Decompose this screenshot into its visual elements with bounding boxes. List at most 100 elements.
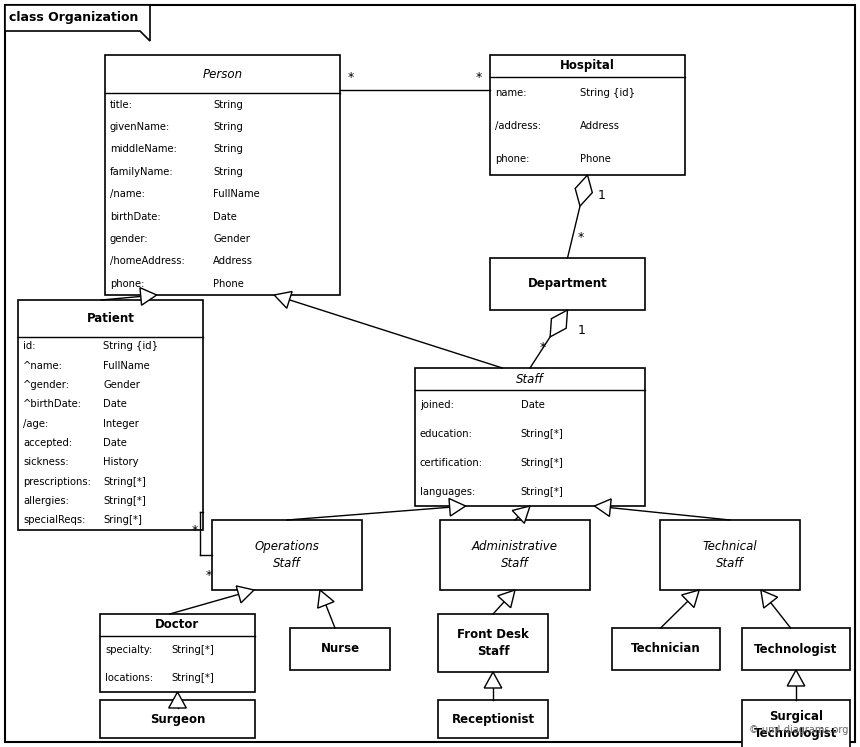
Bar	[612, 628, 720, 670]
Text: String[*]: String[*]	[171, 645, 214, 655]
Text: allergies:: allergies:	[23, 496, 69, 506]
Text: Date: Date	[213, 211, 237, 222]
Text: Date: Date	[103, 400, 127, 409]
Text: Person: Person	[202, 68, 243, 81]
Text: String: String	[213, 144, 243, 155]
Bar	[742, 628, 850, 670]
Polygon shape	[498, 590, 515, 608]
Bar	[212, 520, 362, 590]
Text: id:: id:	[23, 341, 35, 351]
Text: *: *	[348, 71, 354, 84]
Bar	[105, 55, 340, 295]
Polygon shape	[274, 291, 292, 309]
Text: locations:: locations:	[105, 673, 153, 683]
Text: /age:: /age:	[23, 419, 48, 429]
Polygon shape	[169, 692, 187, 708]
Text: String: String	[213, 122, 243, 132]
Text: String[*]: String[*]	[103, 477, 146, 487]
Text: ^gender:: ^gender:	[23, 380, 70, 390]
Text: birthDate:: birthDate:	[110, 211, 161, 222]
Text: Technical
Staff: Technical Staff	[703, 540, 758, 570]
Text: Phone: Phone	[213, 279, 244, 289]
Text: Sring[*]: Sring[*]	[103, 515, 142, 525]
Text: class Organization: class Organization	[9, 11, 138, 25]
Polygon shape	[140, 288, 157, 306]
Text: Date: Date	[103, 438, 127, 448]
Text: String: String	[213, 99, 243, 110]
Text: Hospital: Hospital	[560, 60, 615, 72]
Bar	[438, 700, 548, 738]
Polygon shape	[761, 590, 777, 608]
Text: phone:: phone:	[495, 154, 530, 164]
Bar	[742, 700, 850, 747]
Text: String[*]: String[*]	[103, 496, 146, 506]
Text: specialReqs:: specialReqs:	[23, 515, 85, 525]
Text: Department: Department	[528, 277, 607, 291]
Text: Technician: Technician	[631, 642, 701, 656]
Text: Patient: Patient	[87, 312, 134, 325]
Polygon shape	[550, 310, 568, 337]
Bar	[490, 258, 645, 310]
Text: /address:: /address:	[495, 121, 541, 131]
Text: *: *	[192, 524, 198, 537]
Text: Administrative
Staff: Administrative Staff	[472, 540, 558, 570]
Text: sickness:: sickness:	[23, 457, 69, 468]
Text: Surgical
Technologist: Surgical Technologist	[754, 710, 838, 740]
Polygon shape	[513, 506, 530, 524]
Text: String[*]: String[*]	[171, 673, 214, 683]
Polygon shape	[575, 175, 593, 206]
Text: String {id}: String {id}	[103, 341, 158, 351]
Text: Address: Address	[213, 256, 253, 267]
Polygon shape	[317, 590, 334, 608]
Text: *: *	[206, 569, 212, 582]
Text: givenName:: givenName:	[110, 122, 170, 132]
Text: ^name:: ^name:	[23, 361, 63, 371]
Text: Surgeon: Surgeon	[150, 713, 206, 725]
Text: /name:: /name:	[110, 189, 144, 199]
Text: title:: title:	[110, 99, 133, 110]
Polygon shape	[787, 670, 805, 686]
Text: specialty:: specialty:	[105, 645, 152, 655]
Text: accepted:: accepted:	[23, 438, 72, 448]
Text: *: *	[476, 71, 482, 84]
Bar	[100, 614, 255, 692]
Polygon shape	[484, 672, 501, 688]
Text: String[*]: String[*]	[521, 457, 563, 468]
Text: Address: Address	[580, 121, 620, 131]
Polygon shape	[5, 5, 150, 41]
Polygon shape	[237, 586, 254, 603]
Text: education:: education:	[420, 429, 473, 438]
Text: 1: 1	[598, 189, 605, 202]
Text: Nurse: Nurse	[321, 642, 359, 656]
Text: Front Desk
Staff: Front Desk Staff	[458, 628, 529, 658]
Text: prescriptions:: prescriptions:	[23, 477, 91, 487]
Text: String: String	[213, 167, 243, 177]
Text: gender:: gender:	[110, 234, 149, 244]
Polygon shape	[449, 498, 465, 516]
Bar	[660, 520, 800, 590]
Text: /homeAddress:: /homeAddress:	[110, 256, 185, 267]
Text: FullName: FullName	[213, 189, 260, 199]
Text: String[*]: String[*]	[521, 486, 563, 497]
Bar	[440, 520, 590, 590]
Text: Technologist: Technologist	[754, 642, 838, 656]
Bar	[18, 300, 203, 530]
Text: String[*]: String[*]	[521, 429, 563, 438]
Text: name:: name:	[495, 88, 526, 99]
Text: © uml-diagrams.org: © uml-diagrams.org	[748, 725, 848, 735]
Text: Date: Date	[521, 400, 544, 409]
Polygon shape	[682, 590, 699, 607]
Bar	[415, 368, 645, 506]
Text: Receptionist: Receptionist	[452, 713, 535, 725]
Text: Staff: Staff	[516, 373, 544, 385]
Text: Gender: Gender	[213, 234, 250, 244]
Bar	[100, 700, 255, 738]
Text: Operations
Staff: Operations Staff	[255, 540, 319, 570]
Bar	[290, 628, 390, 670]
Text: 1: 1	[578, 324, 586, 337]
Text: familyName:: familyName:	[110, 167, 174, 177]
Text: *: *	[540, 341, 546, 354]
Text: certification:: certification:	[420, 457, 483, 468]
Text: *: *	[578, 231, 584, 244]
Text: ^birthDate:: ^birthDate:	[23, 400, 82, 409]
